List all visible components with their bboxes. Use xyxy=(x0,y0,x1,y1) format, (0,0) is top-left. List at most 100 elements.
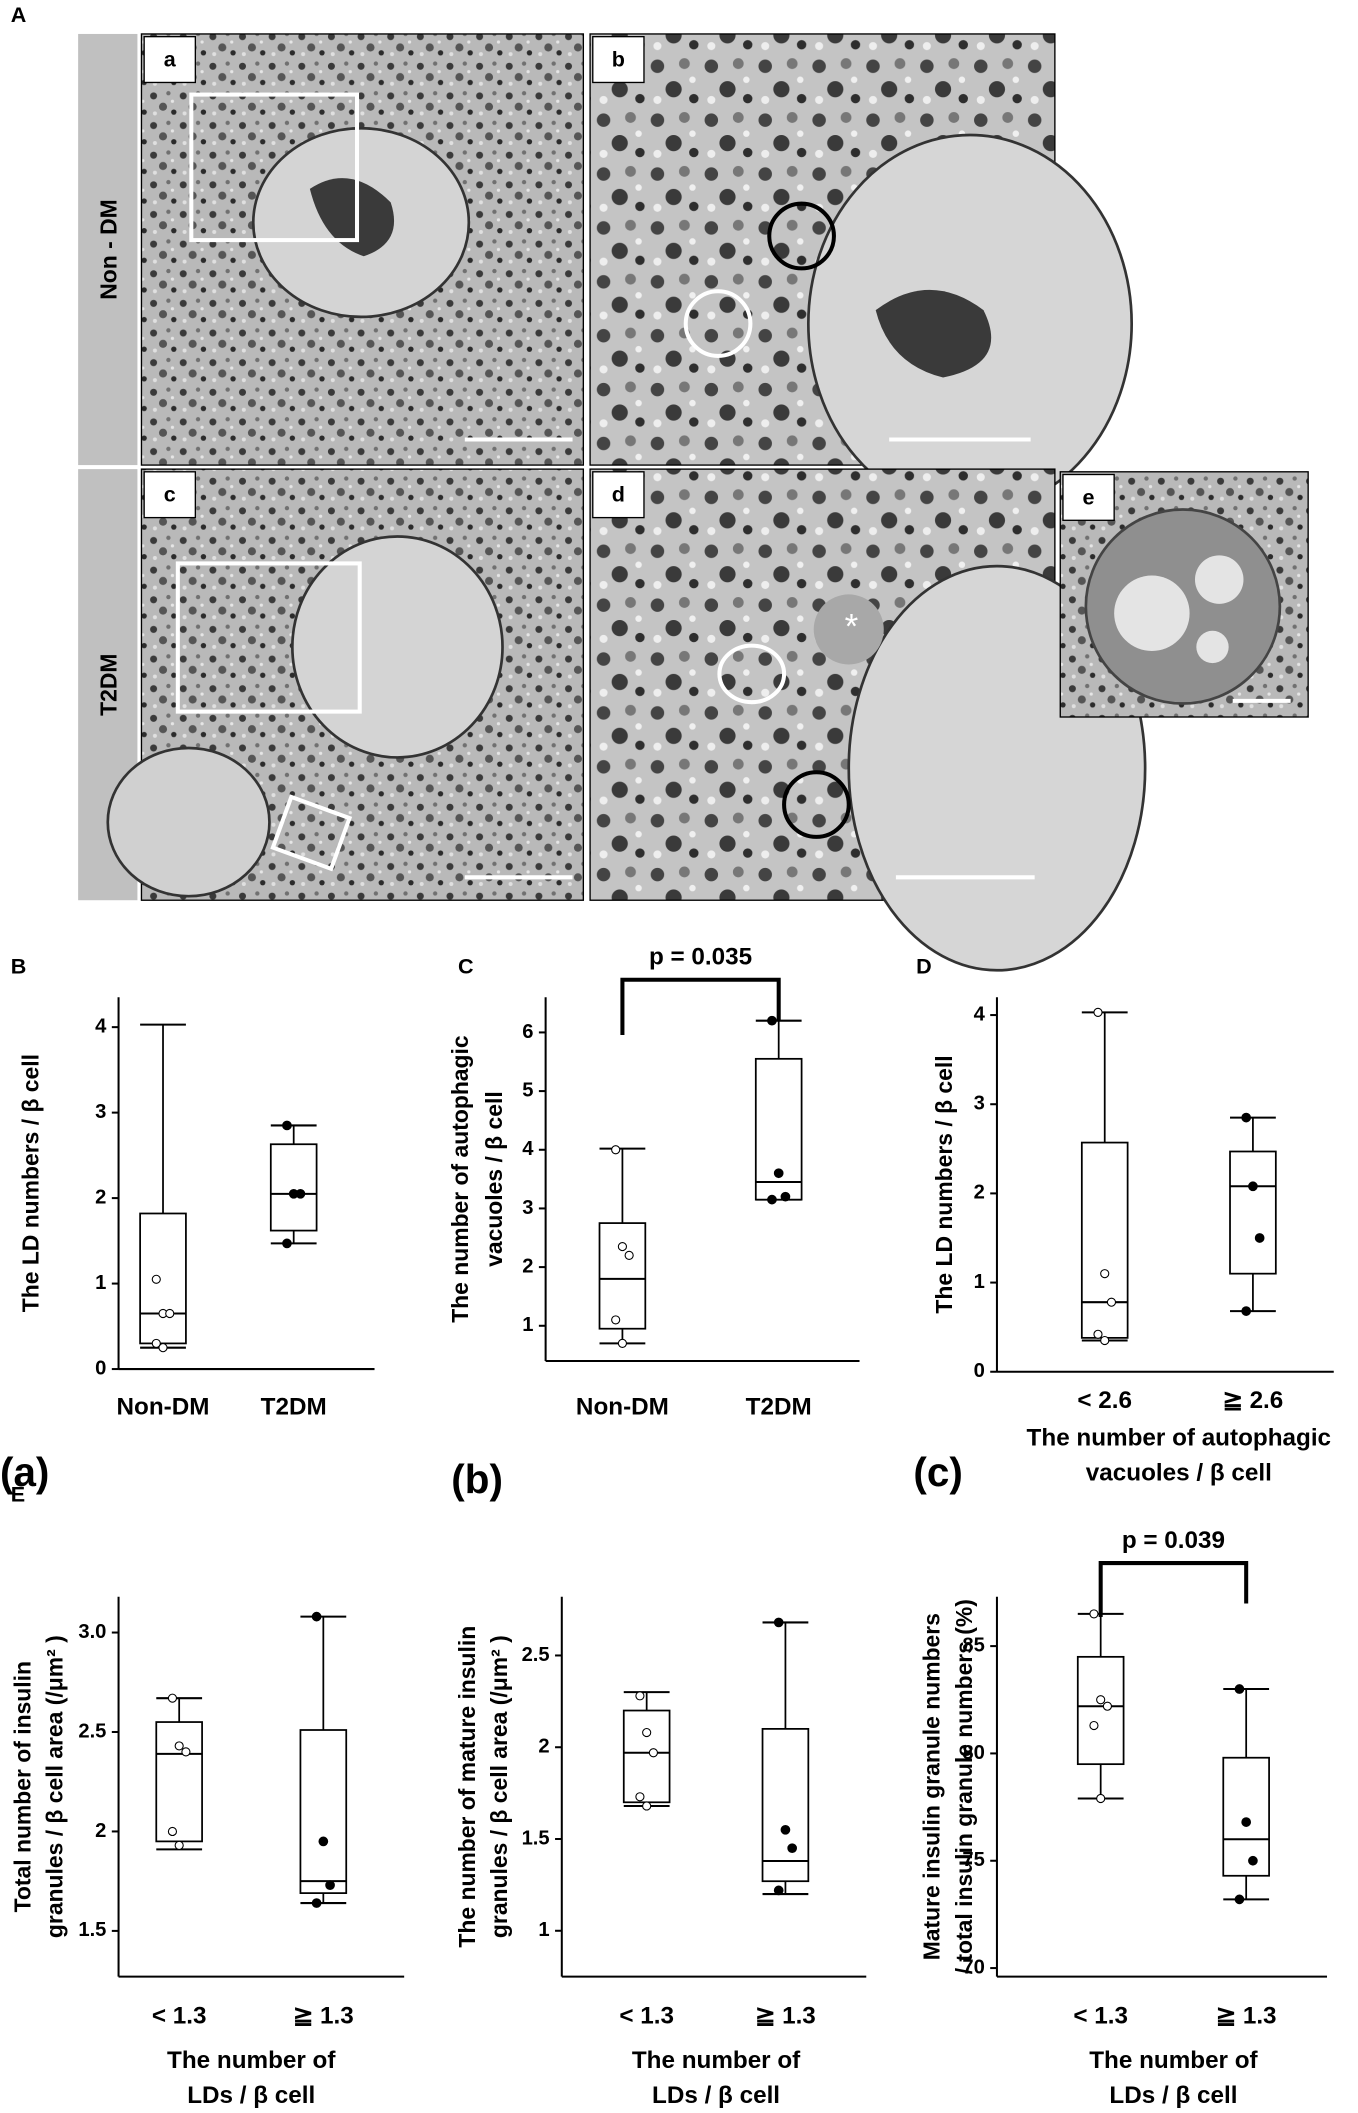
y-tick-label: 0 xyxy=(974,1360,985,1382)
chromatin xyxy=(309,178,395,257)
y-tick-label: 3 xyxy=(522,1197,533,1219)
data-point xyxy=(167,1826,178,1837)
data-point xyxy=(642,1801,652,1811)
data-point xyxy=(165,1308,175,1319)
nucleus xyxy=(291,535,504,759)
box xyxy=(622,1709,671,1804)
y-tick-label: 2.5 xyxy=(522,1644,550,1666)
inset-box xyxy=(270,794,353,872)
x-axis-label: The number of xyxy=(632,2047,801,2074)
data-point xyxy=(311,1898,322,1908)
data-point xyxy=(181,1747,191,1757)
vacuole xyxy=(813,594,884,665)
y-axis-label: The LD numbers / β cell xyxy=(17,1054,43,1312)
data-point xyxy=(773,1617,784,1628)
y-tick-label: 2 xyxy=(538,1736,549,1758)
panel-label: B xyxy=(11,953,27,978)
data-point xyxy=(1093,1329,1103,1339)
box xyxy=(761,1728,810,1883)
data-point xyxy=(617,1338,627,1348)
y-tick-label: 2.5 xyxy=(78,1720,106,1742)
p-value: p = 0.035 xyxy=(649,944,752,971)
x-tick-label: ≧ 1.3 xyxy=(293,2002,354,2029)
x-tick-label: < 1.3 xyxy=(1073,2002,1128,2029)
data-point xyxy=(780,1191,791,1202)
panel-tag xyxy=(592,471,645,519)
marker-circle xyxy=(683,289,753,358)
y-tick-label: 2 xyxy=(974,1182,985,1204)
panel-label: D xyxy=(916,953,932,978)
panel-letter: c xyxy=(164,482,176,507)
y-tick-label: 1 xyxy=(522,1314,533,1336)
y-tick-label: 5 xyxy=(522,1079,533,1101)
y-tick-label: 1.5 xyxy=(78,1919,106,1941)
micrographs: A Non - DM T2DM * E xyxy=(11,2,1309,1506)
y-tick-label: 2 xyxy=(95,1186,106,1208)
data-point xyxy=(1248,1855,1258,1866)
y-tick-label: 2 xyxy=(95,1820,106,1842)
panel-label: C xyxy=(458,953,474,978)
marker-circle xyxy=(767,201,836,271)
data-point xyxy=(611,1315,621,1325)
panel-tag xyxy=(143,471,197,519)
asterisk: * xyxy=(845,608,859,647)
box xyxy=(139,1212,187,1345)
y-tick-label: 1 xyxy=(95,1272,106,1294)
data-point xyxy=(780,1824,791,1835)
x-tick-label: T2DM xyxy=(746,1394,812,1421)
data-point xyxy=(787,1843,798,1854)
y-axis-label: granules / β cell area (/μm² ) xyxy=(486,1635,512,1938)
data-point xyxy=(635,1792,645,1802)
x-axis-label: The number of xyxy=(1089,2047,1258,2074)
panel-label: (c) xyxy=(913,1449,962,1495)
y-axis-label: The number of autophagic xyxy=(447,1035,473,1323)
p-value: p = 0.039 xyxy=(1122,1527,1225,1554)
droplet xyxy=(1114,575,1190,651)
panel-label: (b) xyxy=(451,1456,503,1502)
y-tick-label: 4 xyxy=(95,1015,107,1037)
data-point xyxy=(1241,1817,1252,1827)
x-tick-label: Non-DM xyxy=(117,1394,210,1421)
data-point xyxy=(158,1343,168,1353)
x-tick-label: < 1.3 xyxy=(619,2002,674,2029)
panel-letter: e xyxy=(1083,484,1095,509)
data-point xyxy=(295,1188,306,1199)
row-bar xyxy=(78,33,138,466)
data-point xyxy=(1096,1793,1106,1804)
y-tick-label: 3.0 xyxy=(78,1621,106,1643)
y-tick-label: 4 xyxy=(522,1138,534,1160)
data-point xyxy=(1106,1297,1117,1307)
y-tick-label: 1.5 xyxy=(522,1827,550,1849)
data-point xyxy=(617,1241,627,1252)
y-tick-label: 80 xyxy=(962,1742,984,1764)
marker-circle xyxy=(717,643,787,705)
chromatin xyxy=(875,289,992,378)
y-axis-label: / total insulin granule numbers (%) xyxy=(951,1599,977,1974)
data-point xyxy=(1100,1335,1110,1346)
y-axis-label: vacuoles / β cell xyxy=(481,1091,507,1267)
data-point xyxy=(1096,1695,1106,1705)
data-point xyxy=(1254,1233,1265,1243)
y-tick-label: 85 xyxy=(962,1634,984,1656)
data-point xyxy=(611,1145,621,1155)
box xyxy=(598,1222,647,1330)
y-tick-label: 1 xyxy=(974,1271,985,1293)
data-point xyxy=(624,1250,634,1260)
y-tick-label: 70 xyxy=(962,1956,984,1978)
data-point xyxy=(282,1120,292,1131)
row-label: Non - DM xyxy=(96,199,122,299)
y-tick-label: 1 xyxy=(538,1919,549,1941)
data-point xyxy=(325,1880,335,1891)
nucleus xyxy=(106,746,271,898)
data-point xyxy=(648,1748,658,1758)
panel-letter: d xyxy=(612,482,625,507)
x-axis-label: LDs / β cell xyxy=(652,2082,780,2109)
y-tick-label: 3 xyxy=(974,1093,985,1115)
y-axis-label: The LD numbers / β cell xyxy=(931,1055,957,1313)
y-axis-label: Total number of insulin xyxy=(9,1661,35,1912)
panel-tag xyxy=(592,35,645,84)
data-point xyxy=(1100,1269,1110,1279)
data-point xyxy=(311,1611,322,1622)
data-point xyxy=(167,1693,178,1703)
